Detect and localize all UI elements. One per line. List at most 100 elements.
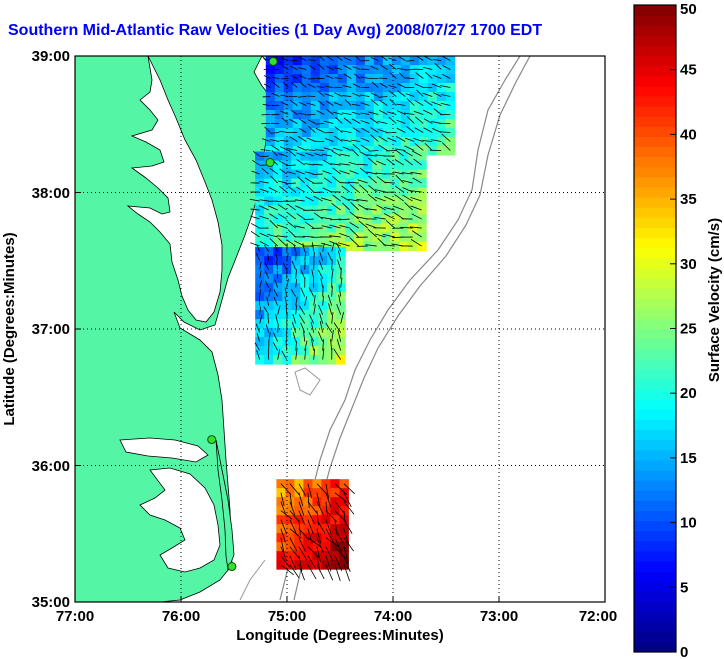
velocity-cell — [318, 274, 328, 284]
velocity-vector — [259, 289, 261, 297]
velocity-vector — [250, 231, 260, 238]
colorbar-step — [634, 298, 676, 309]
velocity-vector — [303, 330, 306, 342]
velocity-vector — [334, 492, 347, 503]
velocity-cell — [345, 205, 355, 216]
velocity-vector — [406, 60, 415, 62]
colorbar-step — [634, 237, 676, 249]
velocity-cell — [291, 223, 301, 234]
velocity-vector — [338, 294, 342, 306]
velocity-vector — [269, 168, 278, 175]
velocity-cell — [445, 74, 456, 84]
velocity-cell — [300, 256, 310, 266]
velocity-cell — [445, 92, 456, 102]
velocity-cell — [319, 92, 330, 102]
velocity-vector — [402, 187, 413, 193]
velocity-cell — [418, 56, 429, 66]
velocity-cell — [345, 196, 355, 207]
velocity-vector — [286, 278, 289, 288]
velocity-vector — [334, 92, 343, 97]
velocity-vector — [298, 501, 305, 516]
velocity-vector — [270, 144, 280, 151]
velocity-cell — [364, 110, 375, 120]
velocity-cell — [408, 205, 418, 216]
velocity-cell — [291, 310, 301, 320]
velocity-cell — [273, 265, 283, 275]
velocity-vector — [295, 269, 297, 279]
velocity-cell — [292, 101, 303, 111]
velocity-cell — [390, 178, 400, 189]
velocity-cell — [273, 241, 283, 252]
velocity-vector — [304, 251, 307, 261]
velocity-cell — [283, 92, 294, 102]
colorbar-step — [634, 106, 676, 117]
velocity-vector — [334, 501, 346, 515]
velocity-vector — [334, 483, 348, 495]
velocity-vector — [424, 56, 433, 61]
velocity-cell — [382, 119, 393, 129]
velocity-vector — [432, 92, 442, 97]
velocity-cell — [300, 223, 310, 234]
velocity-vector — [318, 64, 325, 70]
velocity-vector — [296, 186, 305, 193]
velocity-vector — [404, 158, 413, 166]
velocity-cell — [274, 101, 285, 111]
velocity-vector — [277, 180, 287, 184]
velocity-cell — [364, 128, 375, 138]
velocity-vector — [298, 528, 310, 541]
velocity-cell — [345, 151, 355, 162]
velocity-cell — [436, 65, 447, 75]
velocity-vector — [303, 218, 314, 220]
velocity-cell — [291, 346, 301, 356]
velocity-vector — [334, 546, 347, 561]
velocity-vector — [295, 278, 298, 288]
velocity-vector — [260, 155, 269, 158]
velocity-vector — [256, 253, 261, 261]
velocity-cell — [327, 160, 337, 171]
velocity-vector — [330, 218, 341, 221]
velocity-vector — [388, 63, 397, 70]
velocity-cell — [283, 65, 294, 75]
velocity-cell — [372, 232, 382, 243]
velocity-vector — [309, 65, 316, 70]
velocity-cell — [373, 83, 384, 93]
velocity-cell — [355, 119, 366, 129]
colorbar-step — [634, 389, 676, 400]
velocity-vector — [366, 154, 377, 157]
velocity-cell — [445, 65, 456, 75]
velocity-vector — [376, 176, 386, 184]
velocity-vector — [332, 176, 341, 184]
velocity-vector — [307, 483, 313, 499]
velocity-vector — [290, 81, 298, 88]
velocity-vector — [377, 121, 388, 124]
velocity-cell — [309, 319, 319, 329]
velocity-cell — [291, 301, 301, 311]
velocity-cell — [418, 146, 429, 156]
colorbar-step — [634, 267, 676, 279]
velocity-cell — [445, 56, 456, 66]
velocity-vector — [353, 73, 361, 79]
velocity-cell — [301, 65, 312, 75]
velocity-cell — [417, 169, 427, 180]
x-axis-label: Longitude (Degrees:Minutes) — [236, 627, 444, 644]
velocity-vector — [359, 151, 368, 157]
velocity-vector — [325, 501, 328, 517]
velocity-vector — [367, 228, 377, 238]
velocity-cell — [346, 119, 357, 129]
velocity-vector — [409, 226, 422, 229]
velocity-cell — [274, 65, 285, 75]
velocity-vector — [410, 197, 422, 202]
velocity-vector — [340, 195, 350, 202]
velocity-cell — [310, 146, 321, 156]
velocity-cell — [381, 214, 391, 225]
velocity-cell — [436, 74, 447, 84]
velocity-vector — [335, 116, 343, 124]
velocity-vector — [298, 101, 307, 106]
velocity-cell — [274, 74, 285, 84]
velocity-vector — [284, 296, 288, 306]
radar-stations — [207, 56, 278, 572]
velocity-vector — [285, 182, 296, 185]
velocity-vector — [334, 135, 343, 142]
velocity-cell — [409, 128, 420, 138]
velocity-vector — [325, 528, 334, 543]
